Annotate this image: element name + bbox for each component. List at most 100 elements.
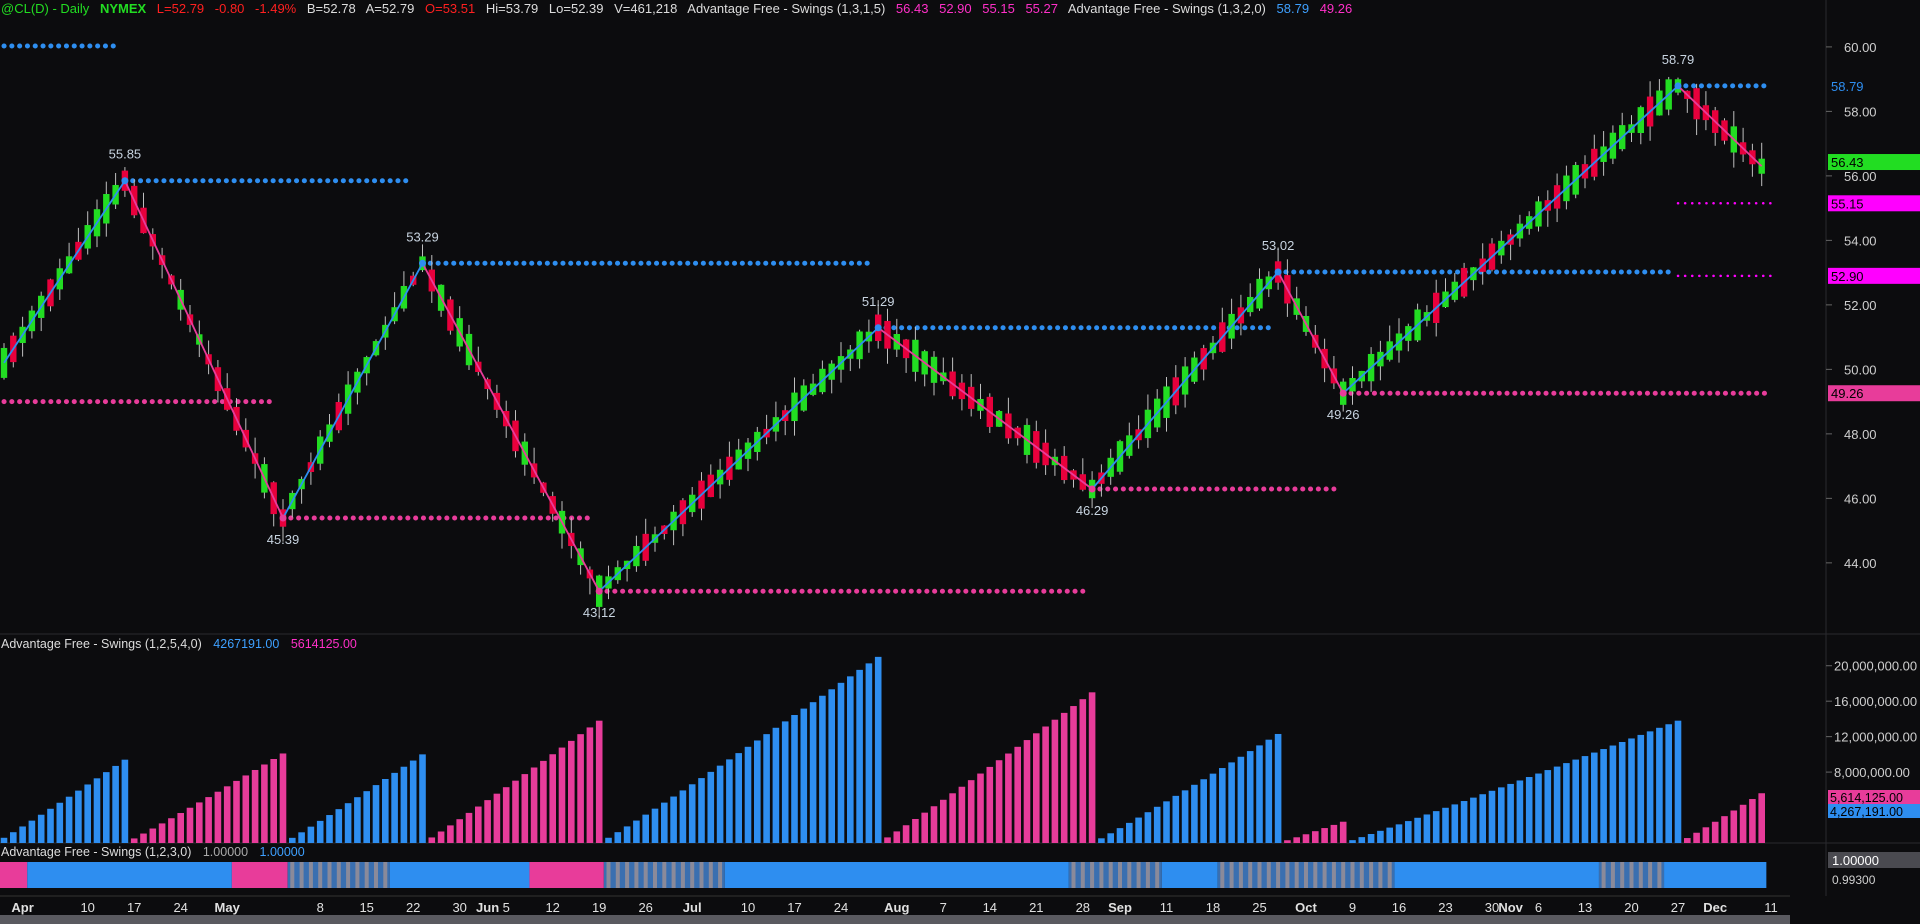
time-axis-label: 7 (940, 900, 947, 915)
volume-bar (605, 837, 612, 843)
time-axis-label: 23 (1438, 900, 1452, 915)
volume-bar (242, 775, 250, 843)
osc-tick (364, 862, 369, 888)
volume-bar (633, 820, 640, 843)
volume-bar (1646, 731, 1654, 843)
price-tag-label: 58.79 (1831, 79, 1864, 94)
volume-bar (595, 720, 603, 843)
volume-bar (326, 815, 333, 843)
volume-bar (623, 826, 631, 843)
time-axis-label: 12 (545, 900, 559, 915)
osc-tick (355, 862, 360, 888)
volume-bar (447, 825, 454, 843)
time-axis-label: 15 (359, 900, 373, 915)
osc-tick (1127, 862, 1132, 888)
volume-bar (1070, 706, 1077, 843)
swing-price-label: 45.39 (267, 532, 300, 547)
volume-bar (186, 807, 194, 843)
indicator2-value-1: 58.79 (1276, 1, 1310, 16)
indicator2-name[interactable]: Advantage Free - Swings (1,3,2,0) (1067, 1, 1266, 16)
swing-leg (1677, 85, 1763, 167)
price-tag-label: 52.90 (1831, 269, 1864, 284)
volume-bar (1284, 840, 1291, 843)
time-axis-label: 24 (834, 900, 848, 915)
volume-bar (1144, 812, 1152, 843)
osc-segment (724, 862, 1069, 888)
volume-indicator-value-2: 5614125.00 (290, 637, 357, 651)
indicator1-name[interactable]: Advantage Free - Swings (1,3,1,5) (687, 1, 886, 16)
osc-tick (1638, 862, 1643, 888)
osc-tick (653, 862, 657, 888)
high-price: Hi=53.79 (485, 1, 539, 16)
volume-bar (1544, 770, 1552, 843)
time-scrollbar (0, 915, 1790, 924)
osc-tick (708, 862, 713, 888)
volume-bar (1711, 821, 1719, 843)
time-axis-label: 17 (787, 900, 801, 915)
swing-pivot (1088, 485, 1096, 493)
osc-tick (1071, 862, 1076, 888)
swing-pivot (121, 177, 129, 185)
swing-leg (598, 327, 879, 592)
time-axis-label: 18 (1206, 900, 1220, 915)
volume-bar (521, 774, 529, 843)
osc-tick (1266, 862, 1271, 888)
volume-bar (1237, 756, 1245, 843)
time-axis-label: 10 (741, 900, 755, 915)
volume-bar (1051, 719, 1059, 843)
swing-leg (877, 327, 1093, 490)
volume-bar (1665, 724, 1672, 843)
time-axis-label: 11 (1764, 900, 1778, 915)
volume-bar (1600, 749, 1607, 843)
volume-bar (1758, 793, 1765, 843)
swing-price-label: 51.29 (862, 294, 895, 309)
volume-value: V=461,218 (614, 1, 678, 16)
time-axis-label: 27 (1671, 900, 1685, 915)
volume-bar (1572, 759, 1579, 843)
osc-tick (1350, 862, 1355, 888)
oscillator-name[interactable]: Advantage Free - Swings (1,2,3,0) (1, 845, 192, 859)
swing-leg (1277, 271, 1344, 394)
symbol-label[interactable]: @CL(D) - Daily (1, 1, 90, 16)
volume-bar (1153, 806, 1161, 843)
volume-bar (382, 779, 389, 843)
volume-indicator-name[interactable]: Advantage Free - Swings (1,2,5,4,0) (1, 637, 202, 651)
volume-bar (1358, 837, 1366, 843)
price-axis[interactable]: 60.00 58.00 56.00 54.00 52.00 50.00 48.00 46.00… (1826, 40, 1920, 887)
volume-bar (661, 802, 668, 843)
osc-tick (1648, 862, 1653, 888)
volume-bar (1618, 741, 1626, 843)
volume-bar (205, 797, 212, 843)
osc-tick (615, 862, 620, 888)
osc-segment (389, 862, 530, 888)
volume-bar (475, 806, 482, 843)
chart-header: @CL(D) - Daily NYMEX L=52.79 -0.80 -1.49… (1, 1, 1359, 16)
volume-bar (428, 837, 436, 843)
volume-bar (1423, 814, 1431, 843)
price-tag (1828, 267, 1920, 284)
volume-bar (791, 715, 798, 843)
volume-bar (1637, 734, 1645, 843)
indicator1-value-4: 55.27 (1025, 1, 1058, 16)
volume-bar (112, 765, 119, 843)
volume-bar (196, 802, 203, 843)
volume-tag-label: 5,614,125.00 (1830, 791, 1903, 805)
volume-bar (1442, 807, 1449, 843)
price-tick-label: 54.00 (1844, 233, 1877, 248)
volume-bar (1191, 784, 1198, 843)
time-axis-label: 14 (983, 900, 997, 915)
time-axis[interactable]: Apr 10 17 24 May 8 15 22 30 Jun 5 12 19 26 Jul 10 17 24 Au… (0, 895, 1920, 924)
volume-bar (912, 818, 919, 843)
osc-tick (1294, 862, 1299, 888)
volume-bar (698, 778, 705, 843)
volume-bar (1730, 810, 1738, 843)
volume-bar (354, 797, 361, 843)
volume-bar (865, 663, 873, 843)
price-tick-label: 56.00 (1844, 169, 1877, 184)
osc-tick (1629, 862, 1634, 888)
volume-bar (0, 837, 8, 843)
volume-bar (1507, 783, 1514, 843)
volume-bar (84, 784, 91, 843)
swing-leg (282, 262, 424, 519)
volume-bar (1088, 692, 1096, 843)
